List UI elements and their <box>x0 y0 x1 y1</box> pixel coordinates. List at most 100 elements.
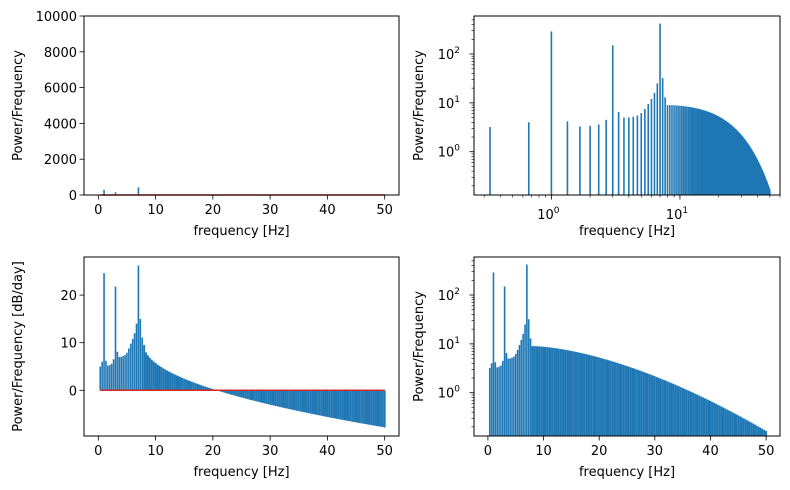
bar <box>681 387 684 436</box>
bar <box>120 356 123 391</box>
bar <box>671 105 673 195</box>
y-tick-label: 2000 <box>44 153 77 168</box>
bar <box>635 369 638 436</box>
bar <box>553 348 556 436</box>
bar <box>719 117 722 195</box>
x-tick-label: 40 <box>319 444 336 459</box>
bar <box>322 390 325 417</box>
bar <box>704 110 706 195</box>
bar <box>711 401 714 436</box>
y-tick-label: 101 <box>438 95 460 112</box>
bar <box>709 112 712 195</box>
bar <box>356 390 359 423</box>
bar <box>574 351 577 436</box>
bar <box>551 347 554 436</box>
bar <box>500 365 502 436</box>
bar <box>714 114 716 195</box>
bar <box>126 352 128 391</box>
bar <box>750 422 753 436</box>
bar <box>112 359 115 391</box>
bar <box>703 110 705 195</box>
y-axis-label: Power/Frequency [dB/day] <box>11 261 26 432</box>
bar <box>561 349 564 436</box>
y-tick-label: 100 <box>438 385 461 402</box>
bar <box>230 390 233 395</box>
panel-top-left: 0 10 20 30 40 50 0 2000 4000 6000 8000 10000 frequen… <box>11 10 400 239</box>
bar <box>679 387 682 436</box>
bar <box>724 120 726 195</box>
bar <box>166 370 169 391</box>
bar <box>544 346 547 436</box>
panel-top-right: 100 101 100 101 102 frequency [Hz] Power/Frequ… <box>412 15 781 239</box>
bar <box>676 385 679 436</box>
bar <box>244 390 247 399</box>
bar <box>313 390 316 415</box>
bar <box>490 363 493 436</box>
bar <box>343 390 346 421</box>
bar <box>601 358 604 436</box>
bar <box>542 346 545 436</box>
bar <box>358 390 361 424</box>
bar <box>537 346 539 436</box>
bar <box>328 390 331 418</box>
bar <box>605 119 607 195</box>
bar <box>146 355 149 391</box>
bar <box>714 115 717 195</box>
bar <box>135 323 138 391</box>
bar <box>337 390 340 420</box>
bar <box>194 383 197 391</box>
bar <box>653 92 656 195</box>
bar <box>318 390 321 416</box>
bar <box>167 371 170 391</box>
bar <box>668 382 671 436</box>
bar <box>718 405 721 436</box>
y-tick-label: 0 <box>69 384 77 399</box>
bar <box>721 118 724 195</box>
x-tick-label: 10 <box>535 444 552 459</box>
bar <box>145 352 148 391</box>
bar <box>267 390 270 405</box>
bar <box>137 187 140 195</box>
bar <box>324 390 327 417</box>
bar <box>526 264 528 436</box>
bar <box>527 122 530 195</box>
bar <box>757 426 760 436</box>
bar <box>143 345 146 391</box>
bar <box>575 352 578 436</box>
bar <box>204 386 207 391</box>
bar <box>703 398 706 436</box>
bar <box>577 352 580 436</box>
bar <box>694 393 697 436</box>
x-axis-label: frequency [Hz] <box>579 224 675 239</box>
x-tick-label: 10 <box>147 203 164 218</box>
bar <box>652 375 654 436</box>
bar <box>618 363 621 436</box>
bar <box>118 356 121 391</box>
bar <box>501 360 504 436</box>
bar <box>488 368 491 436</box>
bar <box>598 357 601 436</box>
x-tick-label: 50 <box>376 444 393 459</box>
bar <box>141 337 144 391</box>
bar <box>253 390 256 401</box>
bar <box>696 394 699 436</box>
y-tick-label: 102 <box>438 287 460 304</box>
bar <box>383 390 386 428</box>
bar <box>498 366 500 436</box>
bar <box>659 23 661 195</box>
bar <box>677 386 680 436</box>
bar <box>171 373 174 391</box>
x-tick-label: 30 <box>262 444 279 459</box>
bar <box>637 369 640 436</box>
bar <box>729 411 732 436</box>
bar <box>314 390 317 415</box>
bar <box>653 376 656 436</box>
bar <box>746 420 749 436</box>
bar <box>114 192 117 195</box>
bar <box>614 362 617 436</box>
bar <box>724 408 727 436</box>
bar <box>748 421 751 436</box>
bar <box>663 379 666 436</box>
bar <box>232 390 235 396</box>
bar <box>181 377 184 391</box>
